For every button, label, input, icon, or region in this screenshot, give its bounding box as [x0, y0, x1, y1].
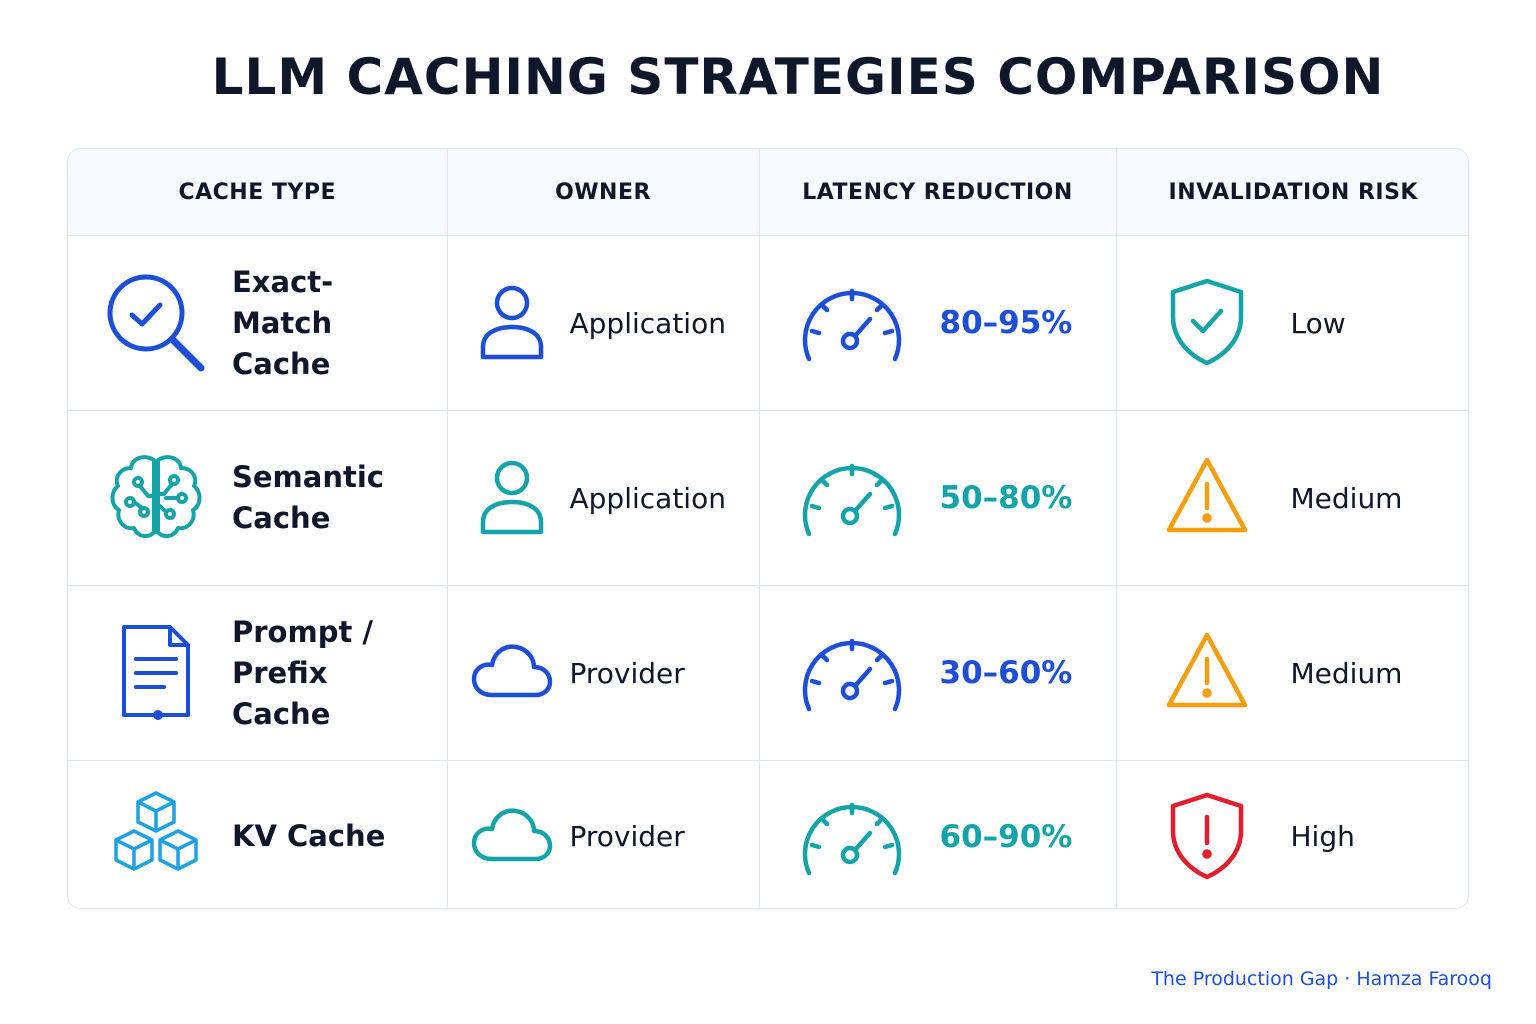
latency-value: 80–95% — [939, 305, 1073, 341]
cubes-icon — [104, 785, 208, 889]
gauge-icon — [800, 631, 904, 715]
table-header-row: CACHE TYPE OWNER LATENCY REDUCTION INVAL… — [68, 149, 1468, 236]
column-header-owner: OWNER — [447, 149, 760, 236]
cache-type-name: KV Cache — [232, 819, 386, 853]
latency-value: 30–60% — [939, 655, 1073, 691]
latency-cell: 60–90% — [759, 760, 1117, 908]
table-row: KV Cache Provider — [68, 760, 1468, 909]
user-icon — [470, 456, 554, 540]
risk-value: High — [1290, 820, 1355, 853]
shield-check-icon — [1165, 275, 1249, 371]
risk-cell: Medium — [1116, 585, 1468, 761]
owner-cell: Application — [447, 235, 760, 411]
warning-triangle-icon — [1165, 450, 1249, 546]
owner-cell: Application — [447, 410, 760, 586]
cloud-icon — [470, 631, 554, 715]
latency-cell: 50–80% — [759, 410, 1117, 586]
shield-alert-icon — [1165, 789, 1249, 885]
magnifier-check-icon — [104, 271, 208, 375]
latency-cell: 30–60% — [759, 585, 1117, 761]
owner-value: Application — [569, 306, 726, 340]
table-row: Exact-Match Cache Application — [68, 235, 1468, 411]
cache-type-name: Prompt / Prefix Cache — [232, 614, 374, 731]
page-title: LLM CACHING STRATEGIES COMPARISON — [211, 48, 1385, 106]
document-icon — [104, 621, 208, 725]
gauge-icon — [800, 456, 904, 540]
risk-cell: Low — [1116, 235, 1468, 411]
warning-triangle-icon — [1165, 625, 1249, 721]
column-header-latency-reduction: LATENCY REDUCTION — [759, 149, 1117, 236]
cache-type-cell: Semantic Cache — [68, 410, 448, 586]
cache-type-name: Semantic Cache — [232, 460, 384, 535]
gauge-icon — [800, 281, 904, 365]
credit-text: The Production Gap · Hamza Farooq — [1151, 968, 1492, 990]
owner-value: Provider — [569, 820, 685, 853]
risk-value: Medium — [1290, 481, 1403, 515]
latency-value: 60–90% — [939, 818, 1073, 855]
owner-cell: Provider — [447, 760, 760, 908]
owner-cell: Provider — [447, 585, 760, 761]
latency-value: 50–80% — [939, 480, 1073, 516]
gauge-icon — [800, 795, 904, 879]
cache-type-cell: Exact-Match Cache — [68, 235, 448, 411]
cache-type-cell: Prompt / Prefix Cache — [68, 585, 448, 761]
risk-cell: Medium — [1116, 410, 1468, 586]
risk-value: Low — [1290, 306, 1346, 340]
table-row: Prompt / Prefix Cache Provider — [68, 585, 1468, 761]
table-row: Semantic Cache Application — [68, 410, 1468, 586]
cache-type-cell: KV Cache — [68, 760, 448, 908]
column-header-cache-type: CACHE TYPE — [68, 149, 448, 236]
column-header-invalidation-risk: INVALIDATION RISK — [1116, 149, 1468, 236]
user-icon — [470, 281, 554, 365]
owner-value: Provider — [569, 656, 685, 690]
latency-cell: 80–95% — [759, 235, 1117, 411]
cloud-icon — [470, 795, 554, 879]
brain-icon — [104, 446, 208, 550]
risk-cell: High — [1116, 761, 1468, 909]
risk-value: Medium — [1290, 656, 1403, 690]
owner-value: Application — [569, 481, 726, 515]
cache-type-name: Exact-Match Cache — [232, 264, 334, 381]
comparison-table: CACHE TYPE OWNER LATENCY REDUCTION INVAL… — [67, 148, 1469, 909]
